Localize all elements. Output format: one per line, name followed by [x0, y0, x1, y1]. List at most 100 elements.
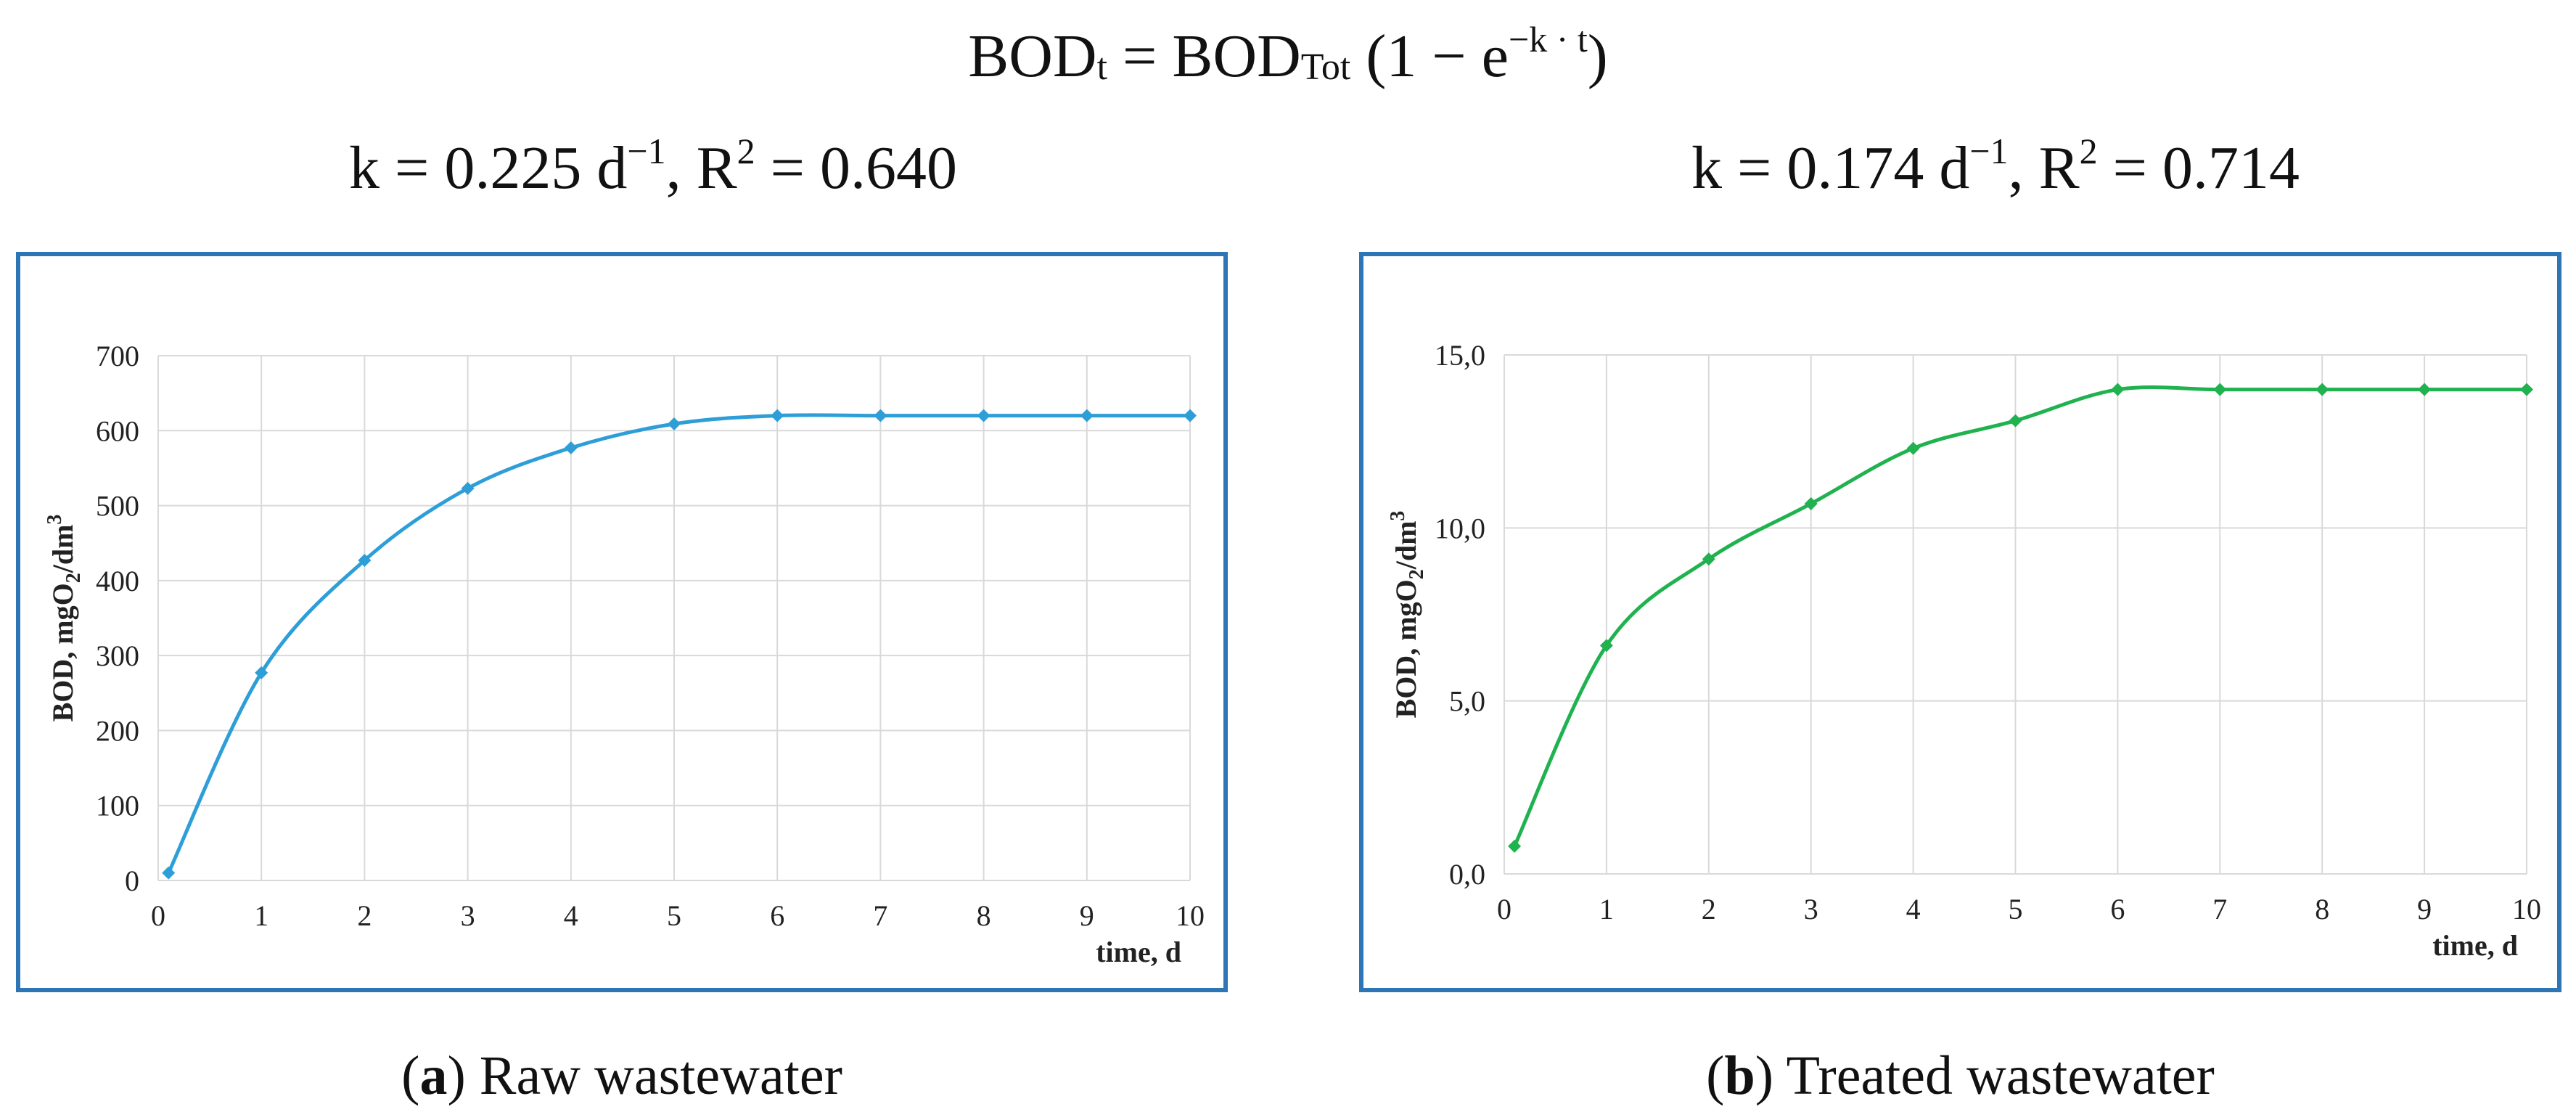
- fit-r-value-b: = 0.714: [2097, 134, 2300, 202]
- fit-r-a: , R: [665, 134, 737, 202]
- data-point: [2520, 383, 2533, 396]
- y-tick-label: 15,0: [1435, 339, 1485, 372]
- x-tick-label: 2: [357, 899, 372, 932]
- y-tick-label: 0: [125, 864, 139, 897]
- data-point: [977, 409, 990, 422]
- x-tick-label: 0: [1497, 893, 1511, 925]
- formula-rhs: BOD: [1172, 23, 1301, 90]
- chart-panel-treated: 0,0 5,0 10,0 15,0 0 1 2 3 4 5 6 7 8 9 10 time, d BOD, mg…: [1359, 252, 2561, 992]
- data-point: [162, 866, 176, 880]
- x-axis-label: time, d: [1096, 936, 1181, 968]
- gridlines: [157, 355, 1191, 881]
- x-tick-label: 9: [1080, 899, 1094, 932]
- fit-k-a: k = 0.225 d: [349, 134, 628, 202]
- fit-k-b: k = 0.174 d: [1691, 134, 1970, 202]
- formula-equals: =: [1123, 23, 1157, 90]
- fit-label-a: k = 0.225 d−1, R2 = 0.640: [36, 132, 1270, 205]
- data-point: [1599, 639, 1613, 653]
- x-tick-label: 8: [977, 899, 991, 932]
- caption-letter-b: b: [1724, 1045, 1755, 1106]
- formula-rhs-sub: Tot: [1300, 46, 1351, 88]
- x-tick-label: 10: [2512, 893, 2541, 925]
- caption-text-b: Treated wastewater: [1773, 1045, 2215, 1106]
- y-tick-label: 100: [96, 790, 139, 822]
- fit-k-exp-a: −1: [627, 131, 666, 171]
- y-axis-label-sub: 2: [1406, 569, 1428, 579]
- x-tick-label: 1: [1599, 893, 1614, 925]
- y-axis-label: BOD, mgO2/dm3: [44, 515, 85, 722]
- data-point: [564, 441, 578, 455]
- caption-a: (a) Raw wastewater: [401, 1045, 842, 1106]
- x-axis-label: time, d: [2432, 929, 2518, 962]
- y-tick-label: 400: [96, 565, 139, 597]
- formula-close: ): [1587, 23, 1608, 90]
- y-tick-label: 5,0: [1449, 685, 1485, 718]
- x-tick-label: 7: [2212, 893, 2227, 925]
- y-tick-label: 200: [96, 714, 139, 747]
- gridlines: [1504, 354, 2527, 875]
- x-tick-label: 3: [1804, 893, 1818, 925]
- x-tick-label: 9: [2417, 893, 2432, 925]
- data-point: [255, 666, 268, 679]
- data-point: [2418, 383, 2432, 396]
- y-tick-label: 700: [96, 340, 139, 372]
- data-point: [2315, 383, 2329, 396]
- data-point: [1906, 441, 1920, 455]
- data-point: [874, 409, 887, 422]
- model-formula: BODt = BODTot (1 − e−k · t): [0, 20, 2576, 104]
- formula-lhs: BOD: [968, 23, 1097, 90]
- fit-r-value-a: = 0.640: [755, 134, 957, 202]
- caption-text-a: Raw wastewater: [465, 1045, 842, 1106]
- data-point: [2213, 383, 2227, 396]
- formula-open: (1 − e: [1366, 23, 1509, 90]
- x-tick-label: 10: [1176, 899, 1205, 932]
- fit-r-exp-b: 2: [2079, 131, 2098, 171]
- x-tick-label: 5: [2009, 893, 2023, 925]
- y-axis-label-sub: 2: [62, 573, 85, 583]
- x-tick-label: 7: [873, 899, 887, 932]
- data-point: [461, 481, 475, 495]
- y-axis-label-main: BOD, mgO: [46, 583, 79, 721]
- fit-label-b: k = 0.174 d−1, R2 = 0.714: [1379, 132, 2576, 205]
- data-point: [2111, 383, 2125, 396]
- chart-raw-wastewater: 0 100 200 300 400 500 600 700 0 1 2 3 4 5 6 7 8 9 10 time, …: [44, 340, 1205, 968]
- formula-lhs-sub: t: [1096, 46, 1108, 88]
- x-tick-label: 3: [461, 899, 475, 932]
- y-axis-label-main: BOD, mgO: [1390, 579, 1422, 718]
- x-tick-label: 6: [770, 899, 784, 932]
- y-tick-label: 300: [96, 639, 139, 672]
- data-point: [1508, 839, 1522, 853]
- data-point: [1702, 552, 1715, 566]
- y-axis-label-sup: 3: [1387, 511, 1409, 521]
- x-tick-label: 5: [667, 899, 681, 932]
- data-point: [358, 553, 372, 567]
- y-axis-label-mid: /dm: [46, 525, 79, 574]
- formula-exponent: −k · t: [1509, 19, 1588, 60]
- data-point: [1080, 409, 1094, 422]
- y-tick-label: 10,0: [1435, 512, 1485, 544]
- caption-letter-a: a: [419, 1045, 448, 1106]
- x-tick-label: 4: [1906, 893, 1921, 925]
- data-point: [2009, 414, 2022, 428]
- data-point: [1184, 409, 1197, 422]
- data-point: [1804, 496, 1818, 510]
- y-axis-label-sup: 3: [44, 515, 66, 525]
- y-axis-label: BOD, mgO2/dm3: [1387, 511, 1428, 719]
- data-point: [668, 417, 681, 430]
- x-tick-label: 2: [1702, 893, 1716, 925]
- y-tick-label: 600: [96, 414, 139, 447]
- y-tick-label: 500: [96, 490, 139, 523]
- x-tick-label: 4: [564, 899, 578, 932]
- data-point: [771, 409, 784, 422]
- series-line: [166, 413, 1190, 874]
- y-axis-label-mid: /dm: [1390, 521, 1422, 571]
- x-tick-label: 1: [254, 899, 268, 932]
- x-tick-label: 6: [2110, 893, 2125, 925]
- series-line: [1512, 385, 2527, 847]
- chart-panel-raw: 0 100 200 300 400 500 600 700 0 1 2 3 4 5 6 7 8 9 10 time, …: [16, 252, 1228, 992]
- x-tick-label: 0: [151, 899, 165, 932]
- y-tick-label: 0,0: [1449, 858, 1485, 891]
- fit-r-b: , R: [2008, 134, 2080, 202]
- x-tick-label: 8: [2315, 893, 2329, 925]
- caption-b: (b) Treated wastewater: [1706, 1045, 2215, 1106]
